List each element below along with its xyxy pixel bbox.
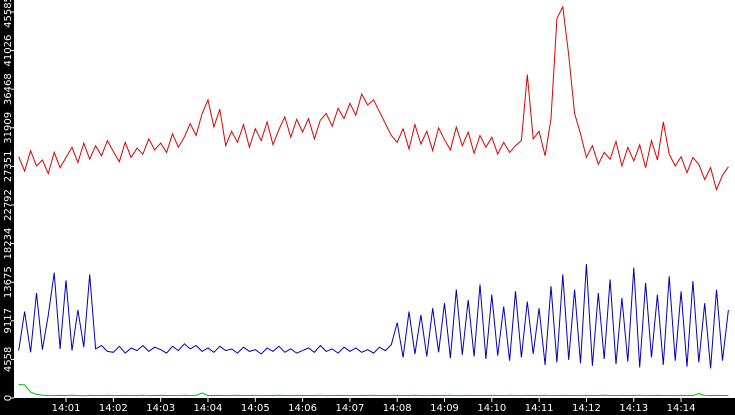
y-tick-label: 4558 (3, 347, 14, 372)
x-tick-label: 14:11 (525, 403, 554, 414)
x-tick-label: 14:12 (572, 403, 601, 414)
x-tick-label: 14:14 (667, 403, 696, 414)
y-tick-label: 0 (3, 395, 14, 401)
x-tick-label: 14:03 (146, 403, 175, 414)
series-line (18, 264, 729, 369)
x-tick-label: 14:13 (619, 403, 648, 414)
x-tick-label: 14:05 (241, 403, 270, 414)
x-tick-label: 14:01 (52, 403, 81, 414)
y-tick-label: 18234 (3, 228, 14, 260)
y-tick-label: 45585 (3, 0, 14, 28)
y-axis-bar (0, 0, 14, 415)
x-tick-label: 14:06 (288, 403, 317, 414)
x-tick-label: 14:07 (335, 403, 364, 414)
y-tick-label: 41026 (3, 35, 14, 67)
x-tick-label: 14:09 (430, 403, 459, 414)
y-tick-label: 27351 (3, 150, 14, 182)
y-tick-label: 9117 (3, 308, 14, 333)
y-tick-label: 36468 (3, 73, 14, 105)
series-line (18, 384, 729, 397)
x-tick-label: 14:04 (194, 403, 223, 414)
y-tick-label: 31909 (3, 112, 14, 144)
x-tick-label: 14:08 (383, 403, 412, 414)
y-tick-label: 13675 (3, 266, 14, 298)
x-axis-bar (0, 398, 735, 415)
y-tick-label: 22792 (3, 189, 14, 221)
x-tick-label: 14:10 (477, 403, 506, 414)
series-line (18, 5, 729, 192)
x-tick-label: 14:02 (99, 403, 128, 414)
